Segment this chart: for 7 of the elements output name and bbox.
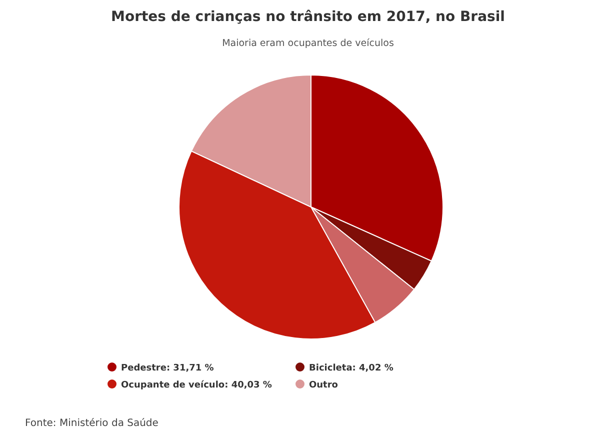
source-note: Fonte: Ministério da Saúde [25,418,158,429]
legend-label: Bicicleta: 4,02 % [309,364,394,374]
chart-subtitle: Maioria eram ocupantes de veículos [222,38,394,49]
legend-label: Pedestre: 31,71 % [121,364,214,374]
legend-label: Outro [309,380,338,390]
chart-title: Mortes de crianças no trânsito em 2017, no Brasil [111,9,505,25]
legend-label: Ocupante de veículo: 40,03 % [121,380,272,390]
